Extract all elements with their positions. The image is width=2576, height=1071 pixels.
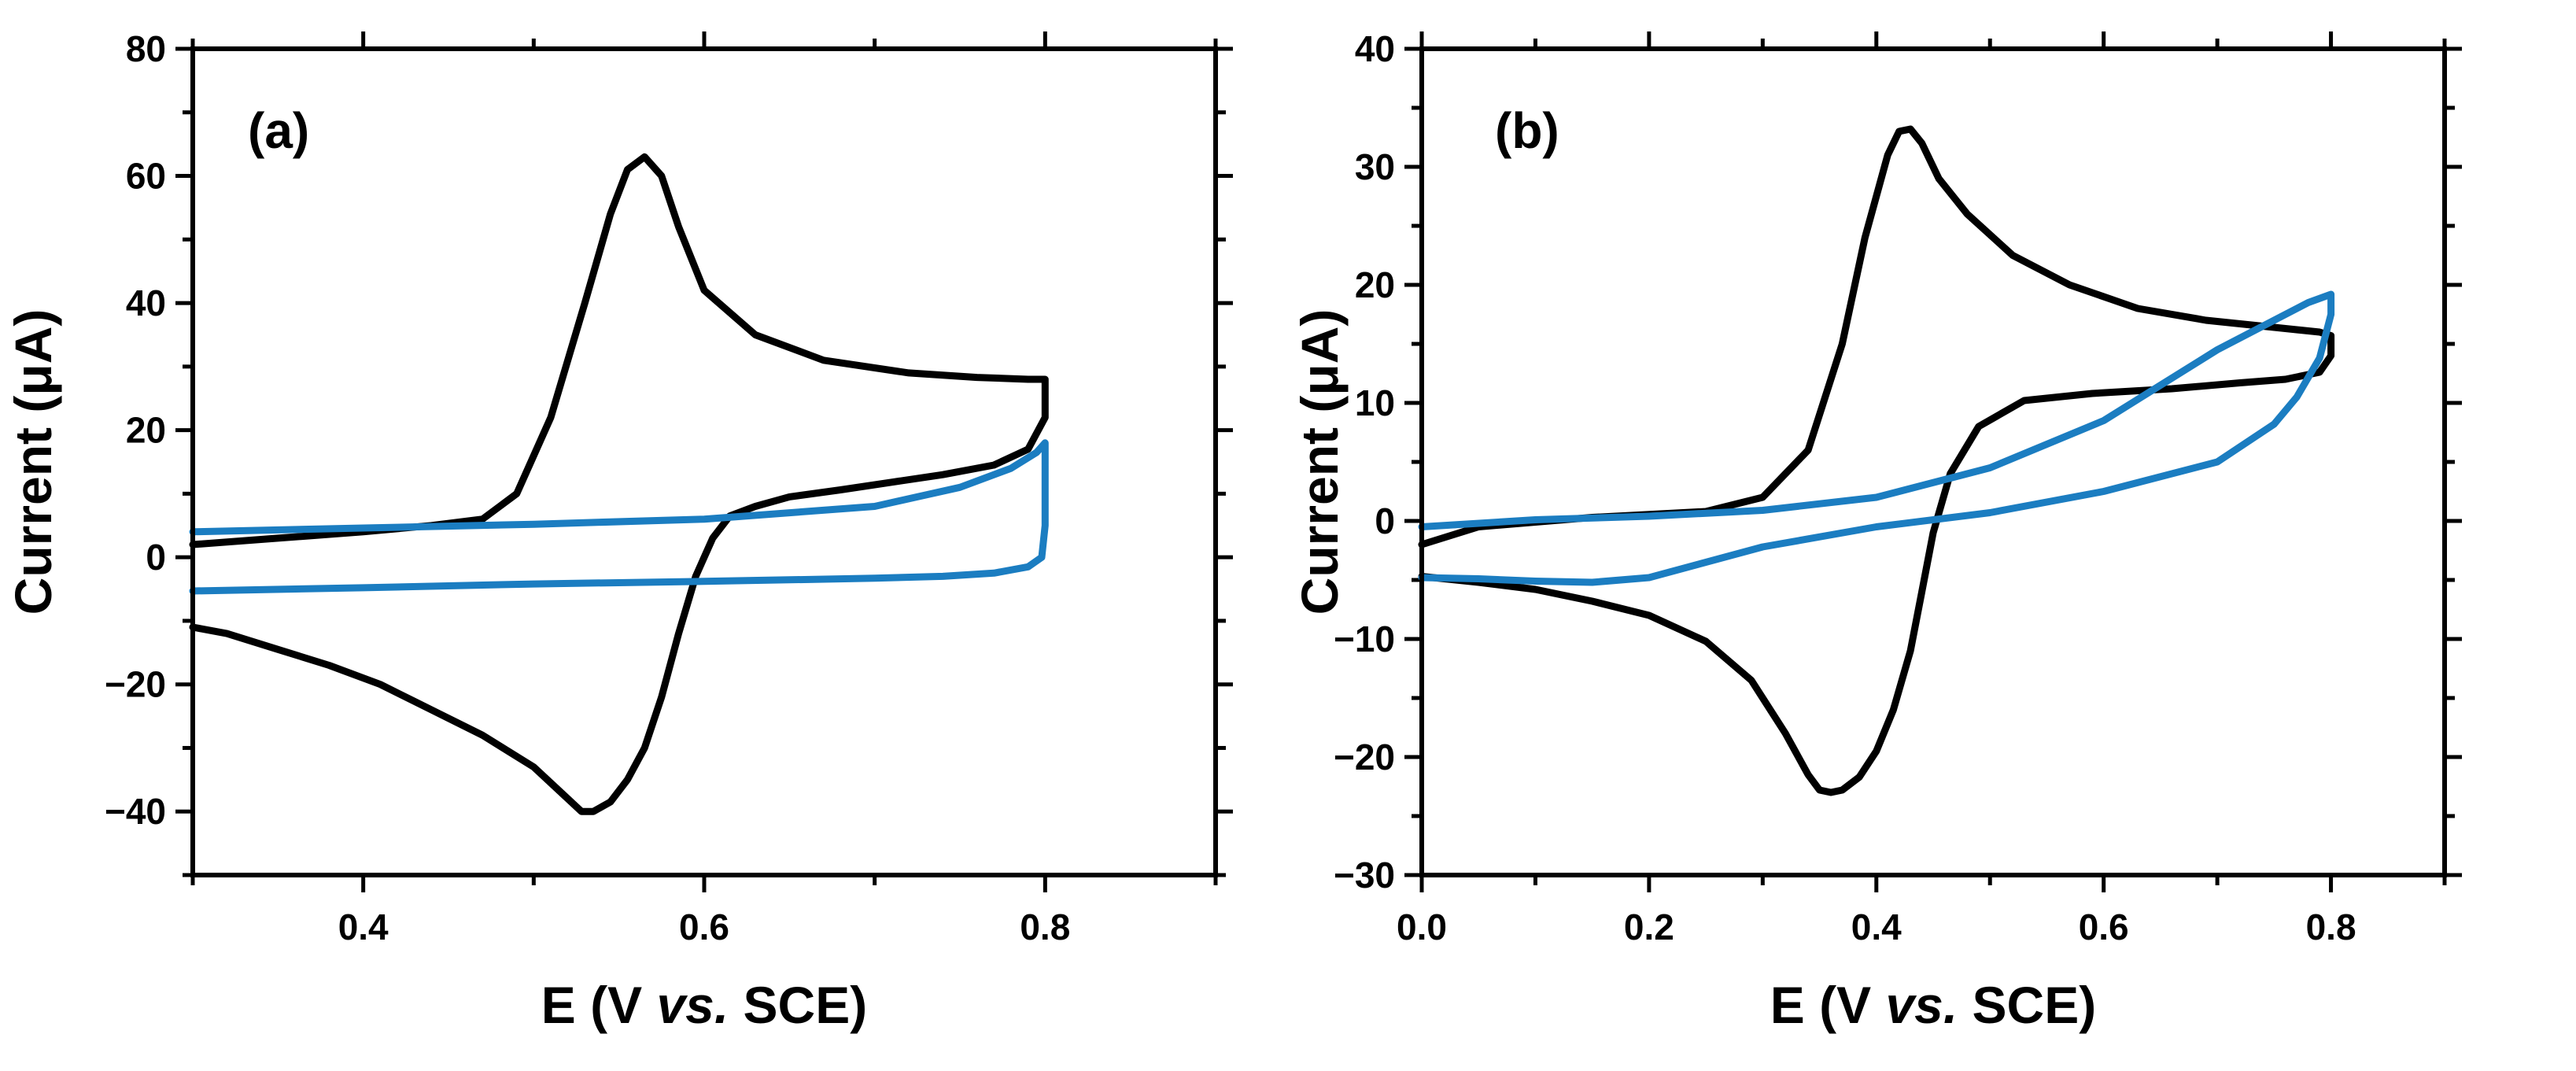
y-tick-label: −20 [105,664,166,705]
x-tick-label: 0.4 [338,907,389,947]
panel-label-b: (b) [1495,102,1559,159]
y-tick-label: 60 [126,156,166,197]
series-black-line [1418,125,2335,796]
x-axis-title-a-italic: vs. [656,976,729,1034]
curves-b [1418,125,2335,796]
ticks-b: 0.0 0.2 0.4 0.6 0.8 −30 −20 −10 0 10 20 30 40 [1334,28,2462,947]
y-tick-label: 30 [1355,146,1395,187]
series-black-line [189,153,1049,815]
y-axis-title-a: Current (μA) [4,309,62,615]
x-tick-label: 0.8 [1020,907,1070,947]
curves-a [189,153,1049,815]
y-tick-label: −40 [105,791,166,832]
x-axis-title-b: E (V vs. SCE) [1770,976,2096,1034]
y-tick-label: 20 [126,410,166,451]
y-tick-label: −20 [1334,737,1395,777]
x-axis-title-a-prefix: E (V [541,976,657,1034]
panel-label-a: (a) [248,102,309,159]
x-tick-label: 0.6 [679,907,729,947]
y-tick-label: −10 [1334,619,1395,659]
x-tick-label: 0.8 [2306,907,2356,947]
x-tick-label: 0.0 [1397,907,1447,947]
y-tick-label: 40 [126,283,166,323]
x-axis-title-a: E (V vs. SCE) [541,976,867,1034]
series-blue-line [189,439,1049,595]
y-tick-label: 0 [146,537,166,578]
y-tick-label: −30 [1334,855,1395,896]
chart-panel-b: 0.0 0.2 0.4 0.6 0.8 −30 −20 −10 0 10 20 30 40 (b) E … [1290,28,2462,1034]
y-tick-label: 10 [1355,382,1395,423]
x-tick-label: 0.4 [1851,907,1902,947]
series-blue-line [1418,290,2335,586]
x-tick-label: 0.2 [1624,907,1674,947]
x-tick-label: 0.6 [2079,907,2129,947]
x-axis-title-a-suffix: SCE) [729,976,867,1034]
y-tick-label: 0 [1375,500,1395,541]
chart-panel-a: 0.4 0.6 0.8 −40 −20 0 20 40 60 80 (a) E (V vs. SC… [4,28,1233,1034]
y-tick-label: 40 [1355,28,1395,69]
y-axis-title-b: Current (μA) [1290,309,1349,615]
x-axis-title-b-italic: vs. [1885,976,1958,1034]
x-axis-title-b-suffix: SCE) [1958,976,2096,1034]
y-tick-label: 20 [1355,264,1395,305]
x-axis-title-b-prefix: E (V [1770,976,1886,1034]
y-tick-label: 80 [126,28,166,69]
plot-frame-a [190,46,1218,877]
plot-frame-b [1419,46,2447,877]
ticks-a: 0.4 0.6 0.8 −40 −20 0 20 40 60 80 [105,28,1233,947]
